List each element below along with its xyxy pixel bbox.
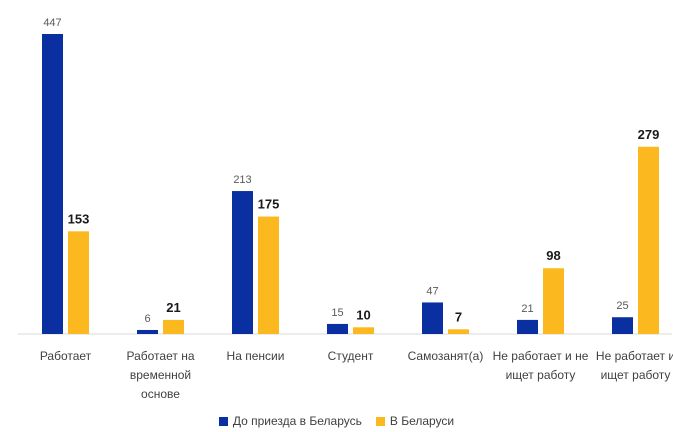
bar-1-4 [327,323,348,334]
category-label-7-line-1: Не работает и [596,349,673,363]
data-label-1-3: 213 [233,174,251,186]
data-label-2-1: 153 [68,211,90,226]
bar-2-1 [68,231,89,334]
category-label-1-line-1: Работает [40,349,92,363]
data-label-1-1: 447 [43,17,61,29]
category-label-6-line-2: ищет работу [506,368,576,382]
legend-item-series-1: До приезда в Беларусь [218,414,362,428]
legend-label-series-2: В Беларуси [389,414,455,428]
data-label-2-2: 21 [166,300,180,315]
category-label-2-line-2: временной [130,368,191,382]
data-label-1-6: 21 [521,303,533,315]
data-label-1-5: 47 [426,285,438,297]
legend: До приезда в Беларусь В Беларуси [0,414,673,428]
bar-1-5 [422,302,443,334]
category-label-5-line-1: Самозанят(а) [408,349,484,363]
legend-label-series-1: До приезда в Беларусь [232,414,362,428]
category-label-7-line-2: ищет работу [601,368,671,382]
data-label-1-7: 25 [616,300,628,312]
category-label-4-line-1: Студент [328,349,374,363]
category-label-3-line-1: На пенсии [227,349,285,363]
data-label-2-5: 7 [455,309,462,324]
data-label-2-6: 98 [546,248,560,263]
bar-1-6 [517,319,538,334]
bar-2-4 [353,327,374,334]
category-label-2-line-1: Работает на [126,349,194,363]
data-label-2-4: 10 [356,307,370,322]
bar-1-2 [137,329,158,334]
bar-2-6 [543,268,564,334]
legend-swatch-series-1 [218,416,228,426]
bar-2-2 [163,319,184,334]
bar-1-7 [612,317,633,334]
category-label-2-line-3: основе [141,387,180,401]
category-label-6-line-1: Не работает и не [493,349,589,363]
legend-swatch-series-2 [375,416,385,426]
bar-1-1 [42,34,63,334]
data-label-1-4: 15 [331,307,343,319]
bar-2-5 [448,329,469,334]
data-label-1-2: 6 [144,313,150,325]
data-label-2-7: 279 [638,127,660,142]
legend-item-series-2: В Беларуси [375,414,455,428]
bar-2-7 [638,146,659,334]
bar-2-3 [258,216,279,334]
bar-1-3 [232,191,253,334]
data-label-2-3: 175 [258,197,280,212]
